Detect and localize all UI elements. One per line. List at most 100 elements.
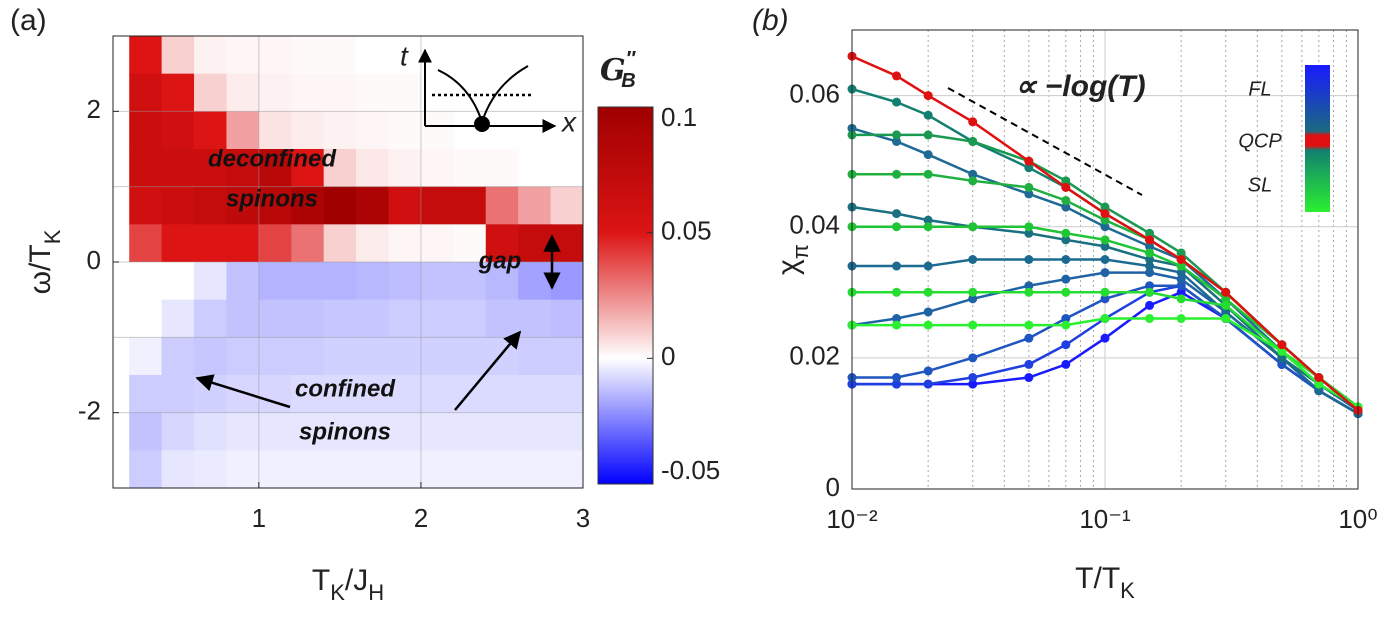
subscript: π xyxy=(788,244,813,259)
legend-label: FL xyxy=(1248,78,1271,100)
x-tick-label: 2 xyxy=(414,503,428,533)
heat-cell xyxy=(388,73,422,112)
heat-cell xyxy=(226,149,260,188)
data-point xyxy=(1176,255,1186,264)
data-point xyxy=(1061,320,1071,330)
heat-cell xyxy=(485,186,519,225)
heat-cell xyxy=(291,149,325,188)
heat-cell xyxy=(550,299,584,338)
heat-cell xyxy=(291,337,325,376)
data-point xyxy=(1024,373,1034,383)
y-tick-label: 0.04 xyxy=(789,210,840,240)
heat-cell xyxy=(388,412,422,451)
data-point xyxy=(1221,307,1231,317)
annotation: ∝ −log(T) xyxy=(1015,70,1146,103)
heat-cell xyxy=(453,262,487,301)
subscript: K xyxy=(1120,578,1135,603)
data-point xyxy=(892,136,902,146)
heat-cell xyxy=(323,299,357,338)
legend-label: SL xyxy=(1248,174,1272,196)
heat-cell xyxy=(453,186,487,225)
data-point xyxy=(923,261,933,271)
heat-cell xyxy=(129,149,163,188)
data-point xyxy=(1061,176,1071,186)
label-part: ω/T xyxy=(24,244,57,294)
panel-label: (b) xyxy=(752,4,789,37)
data-point xyxy=(968,320,978,330)
label-part: T xyxy=(312,564,330,597)
heat-cell xyxy=(518,412,552,451)
data-point xyxy=(1061,274,1071,284)
x-axis-label: TK/JH xyxy=(312,564,384,605)
heat-cell xyxy=(485,412,519,451)
heat-cell xyxy=(485,299,519,338)
data-point xyxy=(892,287,902,297)
heat-cell xyxy=(388,186,422,225)
heat-cell xyxy=(258,36,292,75)
heat-cell xyxy=(388,375,422,414)
data-point xyxy=(1145,287,1155,297)
heat-cell xyxy=(194,299,227,338)
heat-cell xyxy=(129,375,163,414)
heat-cell xyxy=(453,73,487,112)
heat-cell xyxy=(550,36,584,75)
data-point xyxy=(1061,255,1071,264)
heat-cell xyxy=(226,412,260,451)
data-point xyxy=(923,215,933,225)
legend-label: QCP xyxy=(1238,130,1282,152)
colorbar-label: G′′ B xyxy=(600,48,636,92)
heat-cell xyxy=(258,186,292,225)
heat-cell xyxy=(291,73,325,112)
heat-cell xyxy=(291,412,325,451)
data-point xyxy=(1024,222,1034,232)
data-point xyxy=(968,255,978,264)
trend-line xyxy=(947,87,1143,196)
data-point xyxy=(1176,248,1186,258)
data-point xyxy=(1100,209,1110,219)
heat-cell xyxy=(291,224,325,263)
data-point xyxy=(1176,261,1186,271)
heat-cell xyxy=(356,186,390,225)
heat-cell xyxy=(518,262,552,301)
data-point xyxy=(1100,235,1110,245)
heat-cell xyxy=(258,375,292,414)
heat-cell xyxy=(194,73,227,112)
data-point xyxy=(923,287,933,297)
data-point xyxy=(968,136,978,146)
heat-cell xyxy=(420,299,454,338)
heat-cell xyxy=(194,186,227,225)
data-point xyxy=(1100,268,1110,278)
data-point xyxy=(923,307,933,317)
data-point xyxy=(1176,287,1186,297)
data-point xyxy=(1024,287,1034,297)
heat-cell xyxy=(485,224,519,263)
heat-cell xyxy=(550,375,584,414)
subscript: K xyxy=(330,580,345,605)
heat-cell xyxy=(485,337,519,376)
data-point xyxy=(892,314,902,324)
label-part: T/T xyxy=(1075,562,1120,595)
y-tick-label: 2 xyxy=(87,94,101,124)
colorbar-tick-label: 0.05 xyxy=(661,216,712,246)
data-point xyxy=(892,209,902,219)
heat-cell xyxy=(291,375,325,414)
heat-cell xyxy=(258,450,292,489)
data-point xyxy=(1100,333,1110,343)
heat-cell xyxy=(323,337,357,376)
colorbar xyxy=(597,106,654,485)
heat-cell xyxy=(518,73,552,112)
data-point xyxy=(1145,300,1155,310)
heat-cell xyxy=(291,111,325,150)
heat-cell xyxy=(161,262,195,301)
data-point xyxy=(1277,353,1287,363)
heat-cell xyxy=(258,337,292,376)
plot-frame xyxy=(112,35,584,489)
annotation: deconfined xyxy=(208,145,337,172)
data-point xyxy=(1176,268,1186,278)
data-point xyxy=(892,130,902,140)
data-point xyxy=(1061,228,1071,238)
x-tick-label: 10⁻¹ xyxy=(1079,504,1131,534)
heat-cell xyxy=(388,262,422,301)
data-point xyxy=(923,379,933,389)
heat-cell xyxy=(420,337,454,376)
